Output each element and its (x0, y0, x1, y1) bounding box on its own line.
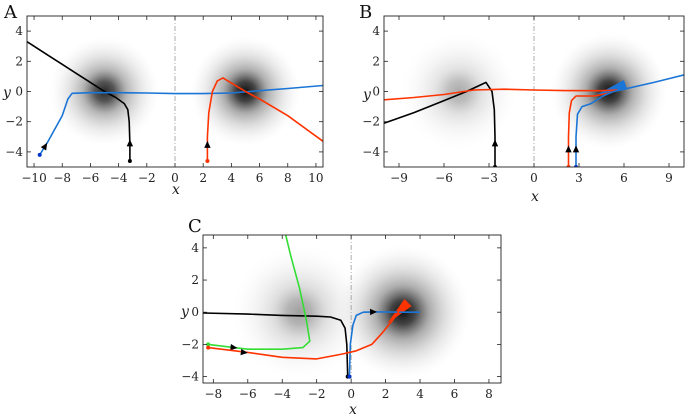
panel-b-xtick-label-3: 0 (530, 171, 538, 185)
panel-a-ytick-label-4: 4 (15, 24, 23, 38)
panel-c-xtick-label-8: 8 (485, 387, 493, 401)
panel-a-xtick-label-1: −8 (53, 171, 71, 185)
panel-c-xtick-label-3: −2 (308, 387, 326, 401)
panel-a-ytick-label-2: 0 (15, 85, 23, 99)
panel-c-series-3 (208, 305, 404, 360)
panel-a-xtick-label-8: 6 (256, 171, 264, 185)
panel-c-xtick-label-6: 4 (416, 387, 424, 401)
panel-a-ytick-label-0: −4 (5, 145, 23, 159)
panel-c-series-3-start (206, 345, 211, 350)
panel-c-xlabel: x (349, 402, 357, 418)
panel-a-series-2 (206, 77, 323, 161)
panel-b-series-2-arrow-0 (572, 145, 580, 153)
panel-a-series-0 (27, 41, 131, 161)
panel-c-frame (202, 234, 502, 384)
panel-b-series-1 (384, 88, 618, 167)
panel-b-ytick-label-3: 2 (372, 54, 380, 68)
panel-b-series-2-start (574, 165, 578, 167)
panel-b-xtick-label-2: −3 (480, 171, 498, 185)
panel-c-ytick-label-1: −2 (181, 337, 199, 351)
panel-a-axes: −10 −8 −6 −4 −2 0 2 4 6 8 10 −4 −2 0 2 4 (5, 15, 324, 185)
panel-b-xtick-label-1: −6 (435, 171, 453, 185)
panel-b-series-1-start (566, 165, 571, 167)
panel-a-xtick-label-0: −10 (21, 171, 46, 185)
panel-a-series-0-arrow-0 (126, 139, 134, 147)
panel-c-ytick-label-4: 4 (191, 241, 199, 255)
panel-c-xtick-label-7: 6 (451, 387, 459, 401)
panel-b-series-2 (575, 74, 684, 167)
panel-a-xlabel: x (172, 182, 180, 198)
panel-c-series-0 (203, 312, 349, 377)
panel-b-ytick-label-0: −4 (362, 145, 380, 159)
panel-a-series-1 (39, 84, 323, 156)
panel-b-ylabel: y (362, 87, 372, 103)
panel-c-ylabel: y (180, 304, 190, 320)
panel-a-series-2-arrow-0 (204, 140, 211, 148)
panel-c-ytick-label-0: −4 (181, 370, 199, 384)
panel-c-xtick-label-2: −4 (273, 387, 291, 401)
panel-c-series-2 (208, 235, 311, 350)
panel-b-ytick-label-4: 4 (372, 24, 380, 38)
panel-b-label: B (359, 2, 372, 23)
panel-b-series-0 (384, 81, 496, 167)
panel-a (27, 16, 323, 167)
panel-a-xtick-label-10: 10 (308, 171, 323, 185)
panel-b-xtick-label-6: 9 (665, 171, 673, 185)
panel-a-xtick-label-7: 4 (228, 171, 236, 185)
panel-a-ylabel: y (2, 85, 12, 101)
panel-b-xtick-label-5: 6 (620, 171, 628, 185)
panel-a-xtick-label-3: −4 (110, 171, 128, 185)
panel-a-series-1-start (37, 152, 42, 157)
panel-b (384, 16, 684, 167)
panel-b-ytick-label-2: 0 (372, 85, 380, 99)
panel-a-xtick-label-6: 2 (199, 171, 207, 185)
panel-a-label: A (3, 2, 18, 23)
panel-c-xtick-label-4: 0 (347, 387, 355, 401)
panel-c-xtick-label-1: −6 (239, 387, 257, 401)
panel-b-series-1-arrow-0 (565, 145, 572, 153)
panel-a-ytick-label-1: −2 (5, 115, 23, 129)
panel-b-series-0-arrow-0 (491, 139, 499, 147)
panel-c-series-1-start (347, 374, 352, 379)
panel-c-series-2-arrow-0 (230, 344, 238, 351)
panel-a-series-0-start (127, 158, 132, 163)
panel-b-ytick-label-1: −2 (362, 115, 380, 129)
panel-c-series-2-start (206, 342, 211, 347)
panel-c-series-1-arrow-0 (369, 308, 378, 316)
panel-a-xtick-label-5: 0 (171, 171, 179, 185)
panel-b-xtick-label-0: −9 (390, 171, 408, 185)
panel-b-xtick-label-4: 3 (575, 171, 583, 185)
panel-a-xtick-label-2: −6 (82, 171, 100, 185)
panel-c-blob-0 (232, 245, 367, 380)
panel-a-series-1-arrow-0 (40, 142, 48, 151)
panel-c-axes: −8 −6 −4 −2 0 2 4 6 8 −4 −2 0 2 4 (181, 234, 502, 401)
panel-a-xtick-label-9: 8 (284, 171, 292, 185)
panel-c-series-3-arrow-0 (240, 348, 248, 356)
panel-c-xtick-label-5: 2 (382, 387, 390, 401)
panel-a-ytick-label-3: 2 (15, 54, 23, 68)
panel-b-xlabel: x (531, 189, 539, 205)
panel-a-series-2-start (205, 158, 210, 163)
panel-c-ytick-label-2: 0 (191, 305, 199, 319)
panel-c-xtick-label-0: −8 (204, 387, 222, 401)
panel-b-axes: −9 −6 −3 0 3 6 9 −4 −2 0 2 4 (362, 15, 685, 185)
panel-c-ytick-label-3: 2 (191, 273, 199, 287)
panel-c (203, 235, 501, 383)
panel-c-label: C (188, 216, 202, 237)
panel-a-xtick-label-4: −2 (138, 171, 156, 185)
panel-b-series-0-start (493, 165, 497, 167)
